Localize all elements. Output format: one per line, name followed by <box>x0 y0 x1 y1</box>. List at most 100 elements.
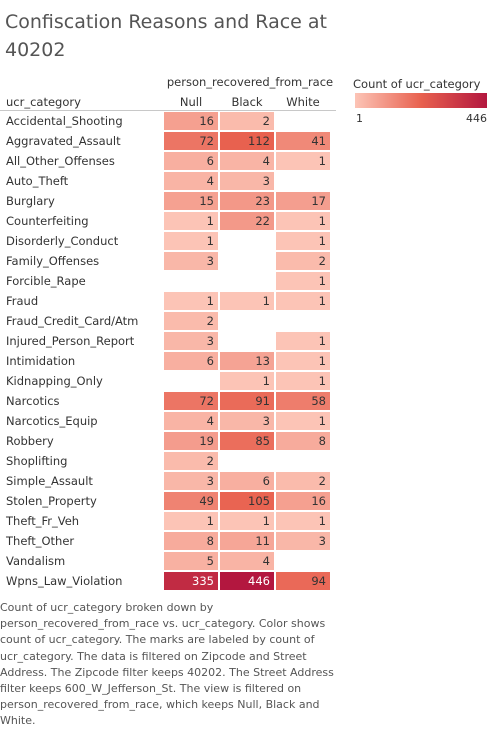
heatmap-cell <box>276 372 330 390</box>
cell-value-label: 1 <box>319 274 326 288</box>
heatmap-cell <box>164 252 218 270</box>
cell-value-label: 3 <box>207 474 214 488</box>
row-label: Aggravated_Assault <box>6 134 121 148</box>
heatmap-cell <box>164 132 218 150</box>
cell-value-label: 1 <box>263 294 270 308</box>
row-label: Vandalism <box>6 554 65 568</box>
row-label: Burglary <box>6 194 55 208</box>
heatmap-cell <box>276 532 330 550</box>
cell-value-label: 49 <box>199 494 214 508</box>
cell-value-label: 15 <box>199 194 214 208</box>
heatmap-cell <box>220 112 274 130</box>
cell-value-label: 16 <box>311 494 326 508</box>
row-label: Fraud <box>6 294 38 308</box>
cell-value-label: 1 <box>319 514 326 528</box>
cell-value-label: 4 <box>263 554 270 568</box>
heatmap-cell <box>220 532 274 550</box>
row-label: All_Other_Offenses <box>6 154 115 168</box>
cell-value-label: 2 <box>263 114 270 128</box>
heatmap-cell <box>164 292 218 310</box>
heatmap-cell <box>220 552 274 570</box>
row-label: Counterfeiting <box>6 214 89 228</box>
heatmap-cell <box>164 332 218 350</box>
heatmap-cell <box>164 392 218 410</box>
row-label: Robbery <box>6 434 54 448</box>
heatmap-chart: person_recovered_from_race ucr_category Nu… <box>0 75 336 590</box>
heatmap-cell <box>164 532 218 550</box>
column-header-white: White <box>286 95 319 109</box>
cell-value-label: 335 <box>192 574 214 588</box>
legend-max-label: 446 <box>466 112 487 125</box>
cell-value-label: 13 <box>255 354 270 368</box>
heatmap-cell <box>164 492 218 510</box>
cell-value-label: 6 <box>263 474 270 488</box>
heatmap-cell <box>164 512 218 530</box>
cell-value-label: 11 <box>255 534 270 548</box>
heatmap-cell <box>164 352 218 370</box>
legend-title: Count of ucr_category <box>353 77 481 91</box>
cell-value-label: 1 <box>319 374 326 388</box>
cell-value-label: 85 <box>255 434 270 448</box>
cell-value-label: 1 <box>319 294 326 308</box>
row-label: Simple_Assault <box>6 474 93 488</box>
heatmap-cell <box>276 252 330 270</box>
cell-value-label: 1 <box>207 514 214 528</box>
heatmap-cell <box>276 212 330 230</box>
heatmap-cell <box>164 152 218 170</box>
row-label: Narcotics_Equip <box>6 414 98 428</box>
cell-value-label: 41 <box>311 134 326 148</box>
row-label: Theft_Other <box>5 534 74 548</box>
cell-value-label: 4 <box>263 154 270 168</box>
heatmap-cell <box>276 472 330 490</box>
heatmap-cell <box>164 432 218 450</box>
cell-value-label: 6 <box>207 354 214 368</box>
heatmap-cell <box>276 412 330 430</box>
heatmap-cell <box>220 392 274 410</box>
cell-value-label: 2 <box>319 474 326 488</box>
row-label: Theft_Fr_Veh <box>5 514 79 528</box>
cell-value-label: 1 <box>207 214 214 228</box>
heatmap-cell <box>220 492 274 510</box>
heatmap-cell <box>276 392 330 410</box>
heatmap-cell <box>276 432 330 450</box>
cell-value-label: 8 <box>207 534 214 548</box>
row-label: Forcible_Rape <box>6 274 86 288</box>
cell-value-label: 3 <box>319 534 326 548</box>
column-group-header: person_recovered_from_race <box>167 75 333 89</box>
heatmap-cell <box>220 152 274 170</box>
legend-min-label: 1 <box>356 112 363 125</box>
cell-value-label: 1 <box>263 374 270 388</box>
cell-value-label: 6 <box>207 154 214 168</box>
cell-value-label: 1 <box>319 354 326 368</box>
heatmap-cell <box>220 172 274 190</box>
cell-value-label: 91 <box>255 394 270 408</box>
heatmap-cell <box>276 492 330 510</box>
cell-value-label: 19 <box>199 434 214 448</box>
row-label: Intimidation <box>6 354 75 368</box>
heatmap-cell <box>220 432 274 450</box>
heatmap-cell <box>220 292 274 310</box>
row-label: Kidnapping_Only <box>6 374 103 388</box>
heatmap-cell <box>164 472 218 490</box>
cell-value-label: 1 <box>319 334 326 348</box>
cell-value-label: 2 <box>319 254 326 268</box>
cell-value-label: 58 <box>311 394 326 408</box>
cell-value-label: 17 <box>311 194 326 208</box>
row-header: ucr_category <box>6 95 81 109</box>
heatmap-cell <box>276 132 330 150</box>
legend-color-ramp <box>355 93 487 108</box>
cell-value-label: 22 <box>255 214 270 228</box>
cell-value-label: 1 <box>263 514 270 528</box>
heatmap-cell <box>276 352 330 370</box>
cell-value-label: 105 <box>248 494 270 508</box>
heatmap-cell <box>220 412 274 430</box>
heatmap-cell <box>220 372 274 390</box>
cell-value-label: 1 <box>319 154 326 168</box>
row-label: Injured_Person_Report <box>6 334 135 348</box>
cell-value-label: 72 <box>199 394 214 408</box>
heatmap-cell <box>276 152 330 170</box>
heatmap-cell <box>164 312 218 330</box>
cell-value-label: 8 <box>319 434 326 448</box>
heatmap-cell <box>164 412 218 430</box>
heatmap-cell <box>220 132 274 150</box>
